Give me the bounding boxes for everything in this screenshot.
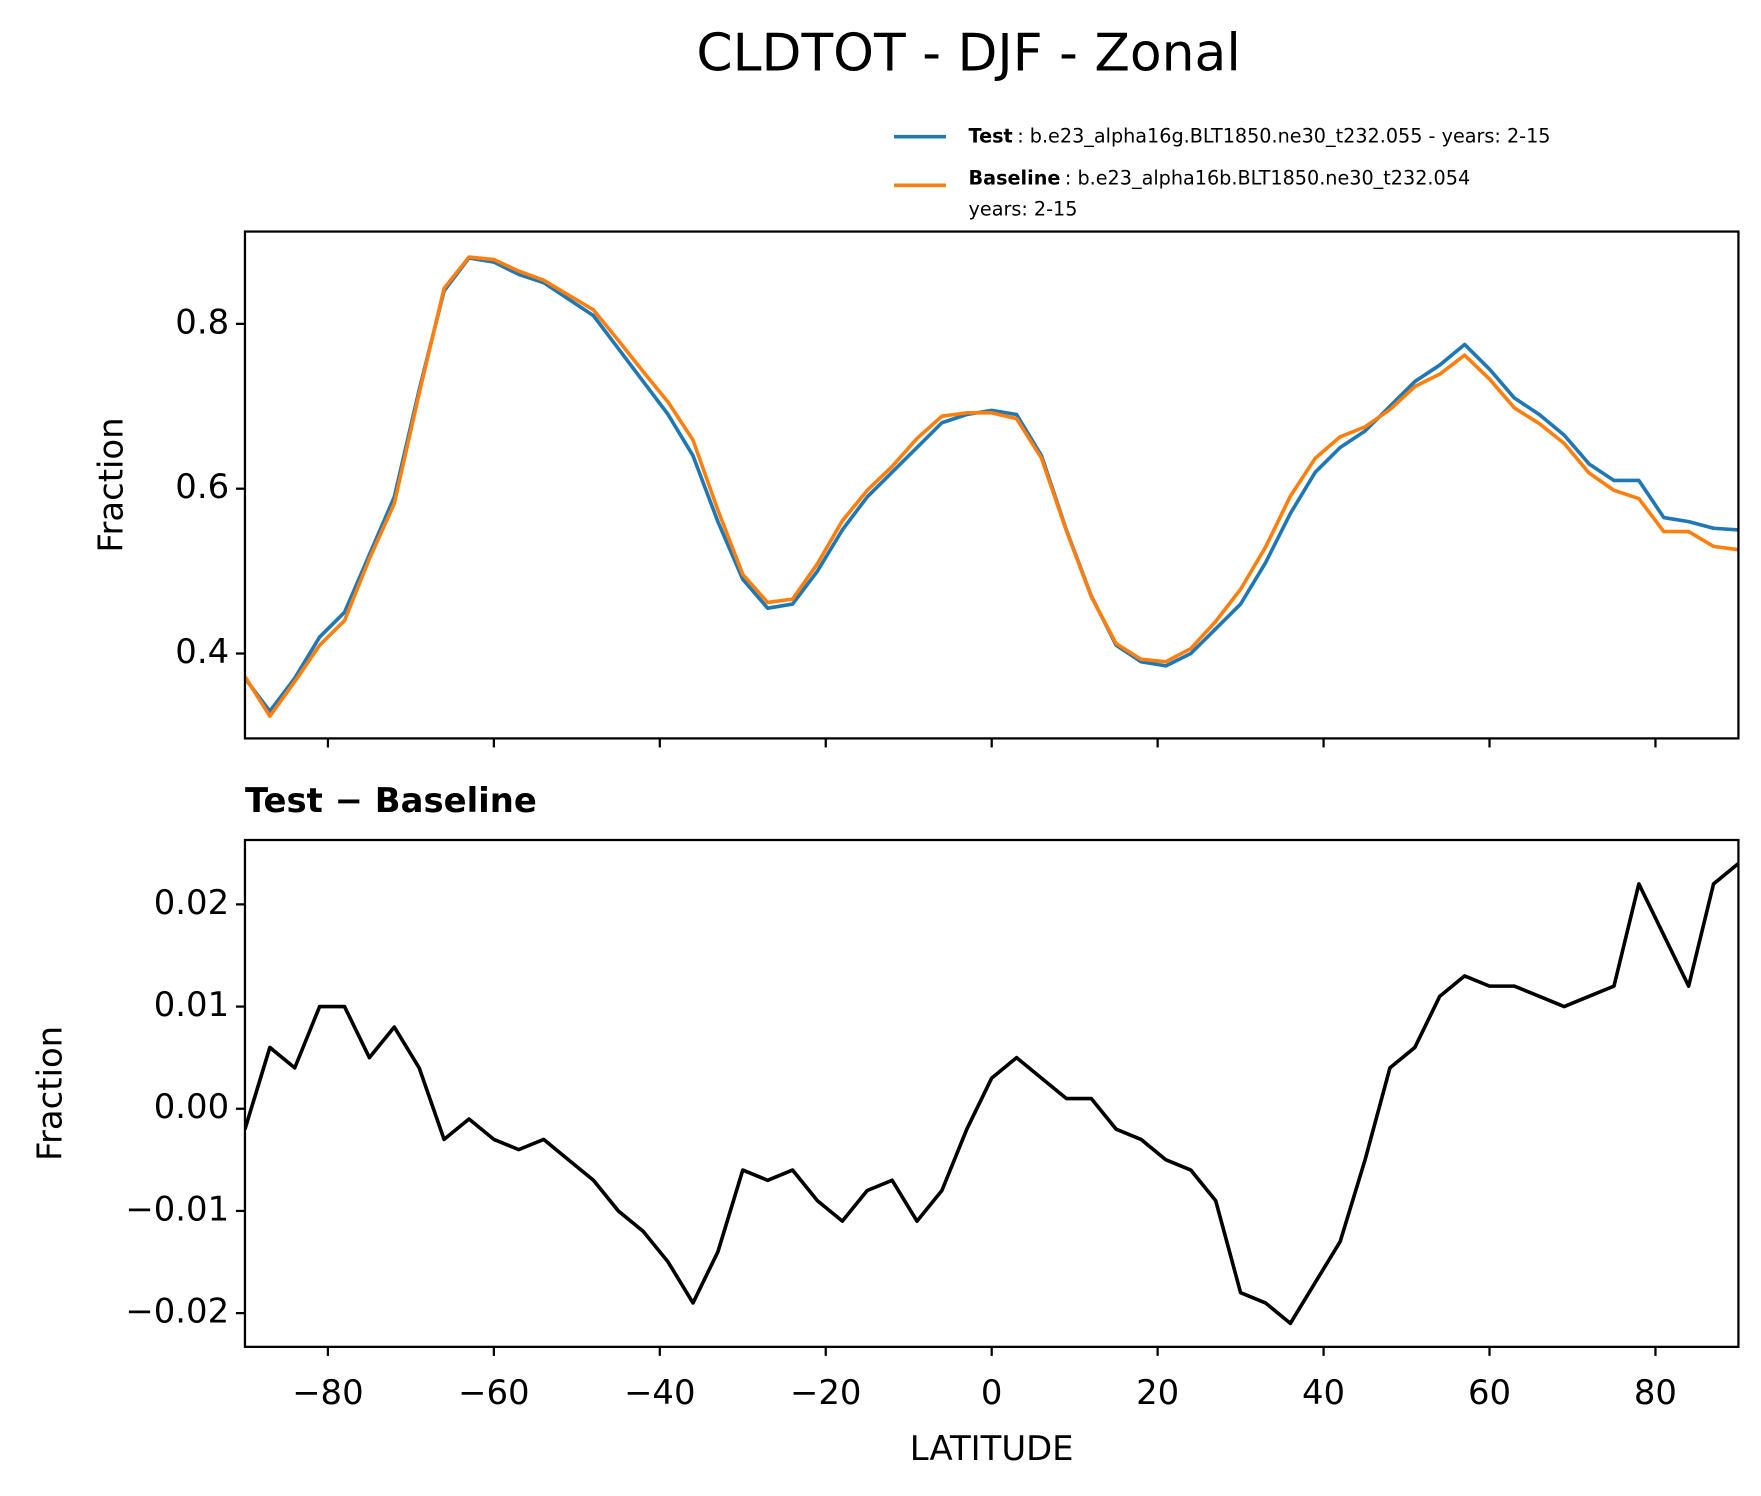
x-tick-label: 0 bbox=[981, 1373, 1003, 1412]
x-tick-label: 80 bbox=[1634, 1373, 1677, 1412]
x-tick-label: −40 bbox=[624, 1373, 695, 1412]
plot-frame bbox=[243, 838, 1740, 1348]
y-tick-label: 0.8 bbox=[175, 302, 229, 341]
x-tick-label: 60 bbox=[1468, 1373, 1511, 1412]
y-tick-label: 0.00 bbox=[154, 1087, 229, 1126]
y-tick-label: 0.01 bbox=[154, 985, 229, 1024]
y-tick-label: −0.02 bbox=[125, 1292, 229, 1331]
figure-title: CLDTOT - DJF - Zonal bbox=[696, 24, 1240, 84]
legend-entry: Baseline: b.e23_alpha16b.BLT1850.ne30_t2… bbox=[969, 166, 1471, 189]
legend-name: Test bbox=[969, 124, 1013, 147]
legend-description: years: 2-15 bbox=[969, 198, 1078, 221]
legend-description: : b.e23_alpha16b.BLT1850.ne30_t232.054 bbox=[1065, 166, 1470, 189]
series-line bbox=[244, 256, 1739, 714]
y-tick-label: 0.6 bbox=[175, 467, 229, 506]
y-tick-label: 0.02 bbox=[154, 883, 229, 922]
y-axis-label: Fraction bbox=[91, 417, 130, 552]
x-tick-label: −60 bbox=[458, 1373, 529, 1412]
x-tick-label: −20 bbox=[790, 1373, 861, 1412]
subplot-title: Test − Baseline bbox=[245, 781, 537, 820]
x-tick-label: 40 bbox=[1302, 1373, 1345, 1412]
series-line bbox=[244, 862, 1739, 1326]
legend-description: : b.e23_alpha16g.BLT1850.ne30_t232.055 -… bbox=[1017, 124, 1550, 147]
y-tick-label: 0.4 bbox=[175, 632, 229, 671]
series-line bbox=[244, 255, 1739, 718]
x-tick-label: 20 bbox=[1136, 1373, 1179, 1412]
legend-name: Baseline bbox=[969, 166, 1061, 189]
y-tick-label: −0.01 bbox=[125, 1189, 229, 1228]
legend-entry: Test: b.e23_alpha16g.BLT1850.ne30_t232.0… bbox=[969, 124, 1551, 147]
plot-frame bbox=[243, 230, 1740, 740]
x-tick-label: −80 bbox=[292, 1373, 363, 1412]
x-axis-label: LATITUDE bbox=[910, 1429, 1074, 1468]
y-axis-label: Fraction bbox=[30, 1026, 69, 1161]
